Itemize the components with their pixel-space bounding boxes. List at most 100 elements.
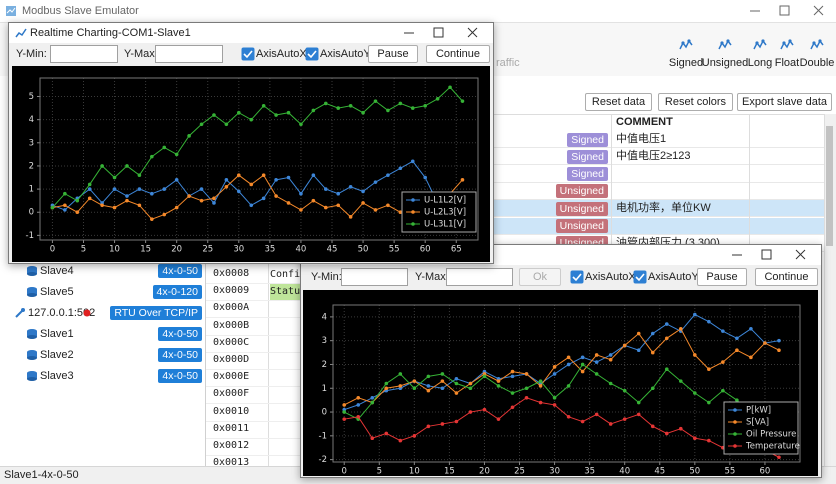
format-button[interactable]: Float xyxy=(774,57,800,69)
x-tick-label: 30 xyxy=(549,467,560,477)
pause-button[interactable]: Pause xyxy=(368,45,418,63)
data-point xyxy=(137,187,142,191)
tree-item[interactable]: 127.0.0.1:502 xyxy=(28,307,96,319)
data-point xyxy=(384,381,389,386)
action-button[interactable]: Reset colors xyxy=(658,93,733,111)
scroll-thumb[interactable] xyxy=(826,126,833,246)
slave-icon[interactable] xyxy=(26,286,38,298)
format-icon[interactable] xyxy=(809,38,825,52)
x-tick-label: 35 xyxy=(584,467,595,477)
data-point xyxy=(299,122,303,127)
action-button[interactable]: Export slave data xyxy=(737,93,832,111)
slave-icon[interactable] xyxy=(26,349,38,361)
data-point xyxy=(63,203,67,208)
slave-icon[interactable] xyxy=(26,328,38,340)
window-controls[interactable] xyxy=(718,245,818,265)
data-point xyxy=(678,326,683,331)
data-point xyxy=(370,400,375,405)
format-button[interactable]: Unsigned xyxy=(701,57,749,69)
checkbox[interactable] xyxy=(305,47,319,61)
y-min-input[interactable] xyxy=(50,45,118,63)
y-tick-label: -1 xyxy=(26,231,34,241)
window-controls[interactable] xyxy=(736,1,836,21)
column-separator xyxy=(611,114,612,254)
checkbox-label[interactable]: AxisAutoX xyxy=(256,48,307,60)
y-max-input[interactable] xyxy=(446,268,513,286)
data-point xyxy=(454,391,459,395)
data-point xyxy=(237,110,241,115)
data-point xyxy=(75,210,80,215)
data-point xyxy=(212,113,216,117)
x-tick-label: 30 xyxy=(233,245,244,255)
pause-button[interactable]: Pause xyxy=(697,268,747,286)
comment-cell: 中值电压1 xyxy=(616,133,667,145)
data-point xyxy=(356,395,361,400)
window-controls[interactable] xyxy=(390,23,490,43)
format-icon[interactable] xyxy=(717,38,733,52)
data-point xyxy=(311,108,316,113)
data-point xyxy=(538,384,543,388)
x-tick-label: 45 xyxy=(654,467,665,477)
column-separator xyxy=(749,114,750,254)
data-point xyxy=(777,455,781,460)
data-point xyxy=(212,196,216,201)
x-tick-label: 50 xyxy=(689,467,700,477)
tree-item[interactable]: Slave3 xyxy=(40,370,74,382)
data-point xyxy=(249,117,254,122)
legend-swatch xyxy=(733,432,737,436)
format-icon[interactable] xyxy=(752,38,768,52)
connection-icon[interactable] xyxy=(14,307,26,319)
format-icon[interactable] xyxy=(779,38,795,52)
x-tick-label: 10 xyxy=(409,467,420,477)
checkbox[interactable] xyxy=(241,47,255,61)
data-point xyxy=(373,180,378,184)
format-button[interactable]: Long xyxy=(747,57,773,69)
format-button[interactable]: Double xyxy=(799,57,835,69)
data-point xyxy=(398,384,403,388)
data-point xyxy=(386,108,390,113)
data-point xyxy=(286,110,291,115)
data-point xyxy=(440,379,445,383)
y-min-input[interactable] xyxy=(341,268,408,286)
data-point xyxy=(137,173,142,177)
data-point xyxy=(693,353,697,357)
format-icon[interactable] xyxy=(678,38,694,52)
tree-item[interactable]: Slave2 xyxy=(40,349,74,361)
checkbox-label[interactable]: AxisAutoY xyxy=(320,48,371,60)
register-value: Confi xyxy=(270,269,300,280)
slave-icon[interactable] xyxy=(26,265,38,277)
slave-icon[interactable] xyxy=(26,370,38,382)
data-point xyxy=(199,122,204,127)
continue-button[interactable]: Continue xyxy=(755,268,818,286)
legend-label: U-L3L1[V] xyxy=(424,220,466,230)
tree-item[interactable]: Slave1 xyxy=(40,328,74,340)
tree-item[interactable]: Slave4 xyxy=(40,265,74,277)
format-button[interactable]: Signed xyxy=(668,57,704,69)
data-point xyxy=(323,205,328,210)
y-max-input[interactable] xyxy=(155,45,223,63)
checkbox-label[interactable]: AxisAutoX xyxy=(585,271,636,283)
tree-item[interactable]: Slave5 xyxy=(40,286,74,298)
type-badge: Signed xyxy=(567,132,608,147)
row-line xyxy=(206,283,300,284)
action-button[interactable]: Reset data xyxy=(585,93,652,111)
data-point xyxy=(707,400,711,405)
data-point xyxy=(524,372,529,376)
x-tick-label: 25 xyxy=(202,245,213,255)
range-badge: 4x-0-50 xyxy=(158,348,202,362)
data-point xyxy=(398,166,403,171)
data-point xyxy=(650,350,655,355)
checkbox[interactable] xyxy=(633,270,647,284)
data-point xyxy=(412,379,417,383)
data-point xyxy=(125,194,129,198)
data-point xyxy=(398,438,403,443)
continue-button[interactable]: Continue xyxy=(426,45,490,63)
data-point xyxy=(384,386,389,391)
ok-button[interactable]: Ok xyxy=(519,268,561,286)
data-point xyxy=(622,343,627,348)
checkbox-label[interactable]: AxisAutoY xyxy=(648,271,699,283)
data-point xyxy=(75,198,80,203)
checkbox[interactable] xyxy=(570,270,584,284)
data-point xyxy=(286,175,291,180)
